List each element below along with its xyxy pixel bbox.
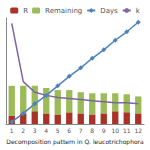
- svg-text:11: 11: [123, 127, 131, 134]
- svg-text:5: 5: [56, 127, 60, 134]
- svg-text:12: 12: [134, 127, 142, 134]
- svg-text:8: 8: [90, 127, 94, 134]
- svg-text:k: k: [136, 7, 141, 15]
- svg-text:10: 10: [111, 127, 119, 134]
- svg-text:Decomposition pattern in Q. le: Decomposition pattern in Q. leucotrichop…: [6, 138, 144, 146]
- svg-text:1: 1: [10, 127, 14, 134]
- svg-text:4: 4: [44, 127, 48, 134]
- svg-text:6: 6: [67, 127, 71, 134]
- svg-text:7: 7: [79, 127, 83, 134]
- svg-text:R: R: [23, 7, 28, 15]
- svg-text:2: 2: [21, 127, 25, 134]
- svg-text:3: 3: [33, 127, 37, 134]
- svg-text:9: 9: [102, 127, 106, 134]
- svg-text:Days: Days: [100, 7, 118, 15]
- svg-text:Remaining: Remaining: [45, 7, 82, 15]
